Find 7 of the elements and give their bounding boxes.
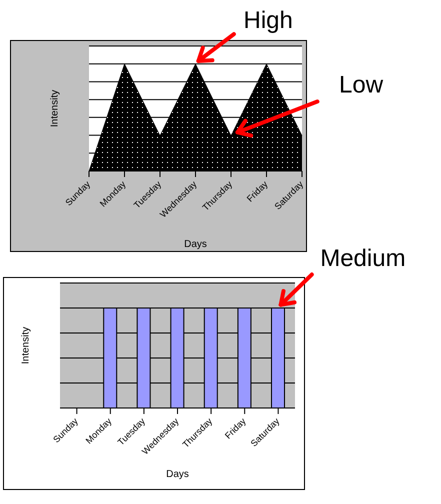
x-axis-title: Days [184,239,207,250]
annotation: Low [339,72,384,99]
annotation: Medium [320,245,406,272]
y-axis-title: Intensity [50,90,61,128]
y-axis-title: Intensity [20,326,32,364]
x-axis-title: Days [166,469,189,480]
annotation: High [244,6,293,34]
